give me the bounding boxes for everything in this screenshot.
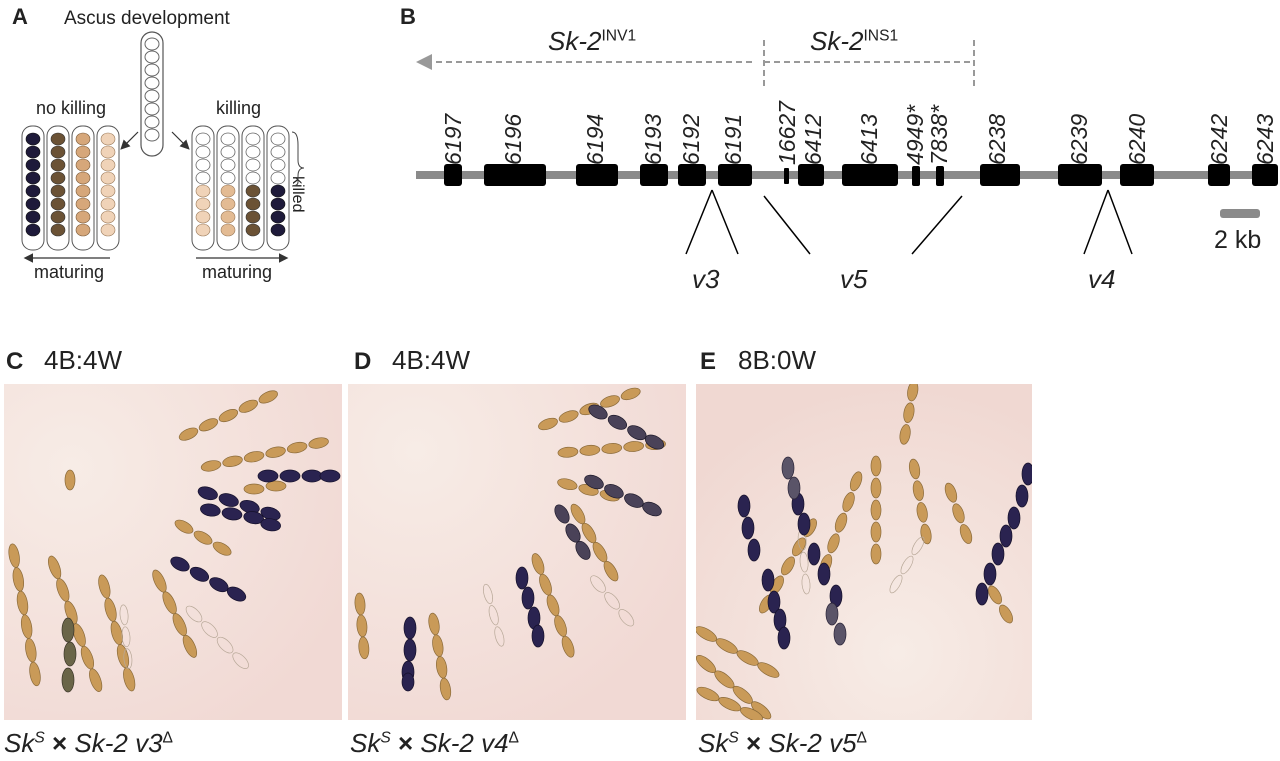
panel-c-ratio: 4B:4W (44, 345, 123, 375)
gene-label-16627: 16627 (774, 101, 800, 165)
panel-a-letter: A (12, 4, 28, 29)
gene-box-6191 (718, 164, 752, 186)
gene-label-6242: 6242 (1206, 113, 1232, 165)
gene-box-6413 (842, 164, 898, 186)
micrograph-d (348, 384, 686, 720)
gene-box-4949 (912, 166, 920, 186)
killing-label: killing (216, 98, 262, 118)
gene-box-6192 (678, 164, 706, 186)
gene-box-6196 (484, 164, 546, 186)
ascus-diagram (21, 31, 305, 263)
scale-label: 2 kb (1214, 226, 1262, 254)
panel-b-letter: B (400, 4, 416, 29)
panel-d-ratio: 4B:4W (392, 345, 471, 375)
gene-box-6242 (1208, 164, 1230, 186)
deletion-lines (685, 189, 1133, 255)
gene-label-6194: 6194 (582, 113, 608, 165)
gene-box-16627 (784, 168, 789, 184)
caption-e: SkS × Sk-2 v5Δ (698, 728, 867, 758)
maturing-left-label: maturing (34, 262, 105, 282)
killing-asci (191, 125, 290, 251)
panel-d-letter: D (354, 348, 372, 375)
gene-box-6197 (444, 164, 462, 186)
inv1-arrowhead (416, 54, 432, 70)
gene-label-6240: 6240 (1124, 113, 1150, 165)
sk2-gene-map (416, 40, 1278, 255)
killed-bracket (291, 131, 305, 187)
ascus-development-label: Ascus development (64, 8, 230, 29)
gene-box-6238 (980, 164, 1020, 186)
micrograph-e (696, 384, 1032, 720)
caption-d: SkS × Sk-2 v4Δ (350, 728, 519, 758)
gene-label-7838: 7838* (926, 104, 952, 165)
sk2-ins1-label: Sk-2INS1 (810, 26, 899, 56)
deletion-label-v5: v5 (840, 264, 868, 294)
gene-box-6412 (798, 164, 824, 186)
panel-e-ratio: 8B:0W (738, 345, 817, 375)
gene-label-6243: 6243 (1252, 113, 1278, 165)
gene-label-6191: 6191 (720, 113, 746, 165)
gene-box-6240 (1120, 164, 1154, 186)
no-killing-label: no killing (36, 98, 107, 118)
gene-box-6193 (640, 164, 668, 186)
gene-box-7838 (936, 166, 944, 186)
gene-label-6197: 6197 (440, 113, 466, 165)
developing-ascus (140, 31, 164, 157)
sk2-inv1-label: Sk-2INV1 (548, 26, 637, 56)
gene-label-6193: 6193 (640, 113, 666, 165)
deletion-label-v3: v3 (692, 264, 720, 294)
arrow-to-no-killing (120, 131, 139, 150)
gene-label-6192: 6192 (678, 113, 704, 165)
gene-label-6413: 6413 (856, 113, 882, 165)
arrow-to-killing (171, 131, 190, 150)
gene-box-6243 (1252, 164, 1278, 186)
maturing-right-label: maturing (202, 262, 273, 282)
gene-label-6238: 6238 (984, 113, 1010, 165)
panel-c-letter: C (6, 348, 24, 375)
gene-label-4949: 4949* (902, 104, 928, 165)
gene-label-6196: 6196 (500, 113, 526, 165)
deletion-label-v4: v4 (1088, 264, 1116, 294)
gene-box-6239 (1058, 164, 1102, 186)
scale-bar (1220, 209, 1260, 218)
gene-label-6412: 6412 (800, 113, 826, 165)
panel-e-letter: E (700, 348, 717, 375)
gene-box-6194 (576, 164, 618, 186)
gene-label-6239: 6239 (1066, 113, 1092, 165)
gene-boxes (444, 164, 1278, 186)
no-killing-asci (21, 125, 120, 251)
micrograph-c (4, 384, 342, 720)
caption-c: SkS × Sk-2 v3Δ (4, 728, 173, 758)
ins1-bracket (763, 40, 975, 88)
